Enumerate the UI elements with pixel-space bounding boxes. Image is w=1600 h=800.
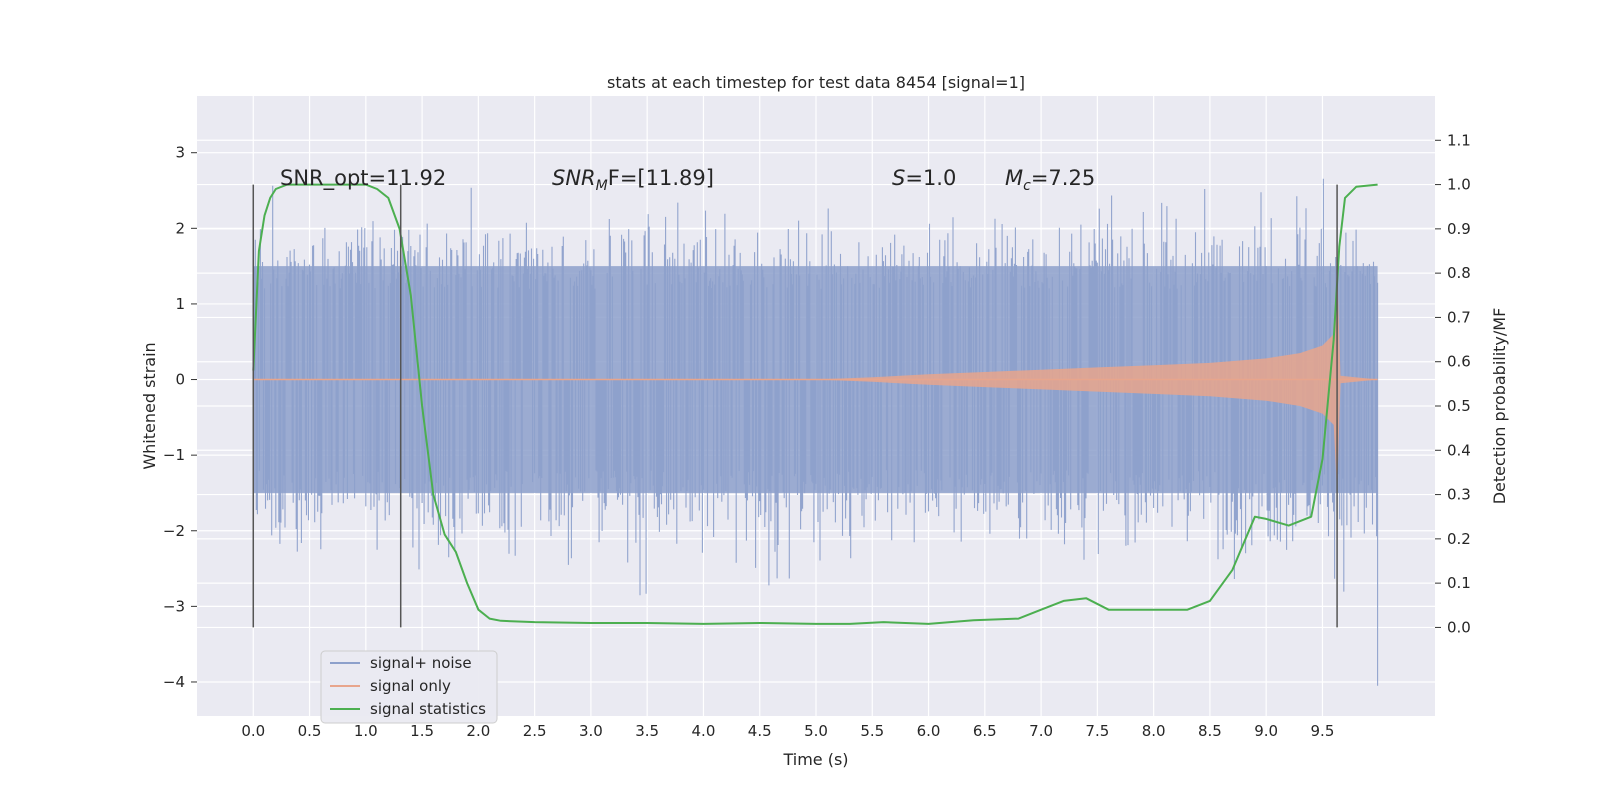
annotation-mc: Mc=7.25 <box>1005 166 1095 194</box>
annotation-s: S=1.0 <box>892 166 956 190</box>
y-left-tick-label: −4 <box>163 673 185 691</box>
x-tick-label: 6.0 <box>917 722 941 740</box>
legend-label-signal-only: signal only <box>370 677 451 695</box>
s-rest: =1.0 <box>905 166 956 190</box>
x-axis-label: Time (s) <box>782 750 848 769</box>
y-right-tick-label: 0.4 <box>1447 441 1471 459</box>
y-right-tick-label: 1.1 <box>1447 131 1471 149</box>
x-tick-label: 8.5 <box>1198 722 1222 740</box>
statistics-line <box>252 183 1378 625</box>
y-right-tick-label: 0.7 <box>1447 308 1471 326</box>
legend-label-signal-plus-noise: signal+ noise <box>370 654 472 672</box>
x-axis-ticks: 0.0 0.5 1.0 1.5 2.0 2.5 3.0 3.5 4.0 4.5 5.0 5.5 6.0 6… <box>241 722 1334 740</box>
x-tick-label: 0.0 <box>241 722 265 740</box>
snr-mf-rest: F=[11.89] <box>608 166 714 190</box>
x-tick-label: 2.5 <box>523 722 547 740</box>
y-left-tick-label: 3 <box>175 144 185 162</box>
mc-rest: =7.25 <box>1031 166 1095 190</box>
legend: signal+ noise signal only signal statist… <box>320 650 498 724</box>
y-left-tick-label: 2 <box>175 219 185 237</box>
y-right-tick-label: 0.3 <box>1447 486 1471 504</box>
x-tick-label: 5.5 <box>860 722 884 740</box>
mc-sub: c <box>1023 178 1031 194</box>
snr-mf-main: SNR <box>552 166 596 190</box>
y-axis-left-label: Whitened strain <box>140 342 159 469</box>
y-left-tick-label: −1 <box>163 446 185 464</box>
y-axis-left-ticks: 3 2 1 0 −1 −2 −3 −4 <box>163 144 197 691</box>
y-axis-right-ticks: 1.1 1.0 0.9 0.8 0.7 0.6 0.5 0.4 0.3 0.2 0.1 0.0 <box>1435 131 1471 636</box>
x-tick-label: 1.5 <box>410 722 434 740</box>
y-left-tick-label: −3 <box>163 597 185 615</box>
mc-main: M <box>1005 166 1023 190</box>
vertical-markers <box>252 184 1338 628</box>
chart-title: stats at each timestep for test data 845… <box>607 73 1025 92</box>
s-main: S <box>892 166 905 190</box>
annotation-snr-mf: SNRMF=[11.89] <box>552 166 714 194</box>
legend-box <box>320 650 498 724</box>
y-right-tick-label: 0.2 <box>1447 530 1471 548</box>
x-tick-label: 9.5 <box>1311 722 1335 740</box>
series-signal-statistics <box>252 183 1378 625</box>
snr-mf-sub: M <box>596 178 608 194</box>
x-tick-label: 9.0 <box>1254 722 1278 740</box>
x-tick-label: 1.0 <box>354 722 378 740</box>
y-left-tick-label: −2 <box>163 522 185 540</box>
legend-label-signal-statistics: signal statistics <box>370 700 486 718</box>
y-right-tick-label: 0.9 <box>1447 220 1471 238</box>
y-right-tick-label: 0.5 <box>1447 397 1471 415</box>
x-tick-label: 2.0 <box>466 722 490 740</box>
x-tick-label: 4.5 <box>748 722 772 740</box>
y-left-tick-label: 1 <box>175 295 185 313</box>
x-tick-label: 6.5 <box>973 722 997 740</box>
x-tick-label: 0.5 <box>298 722 322 740</box>
y-right-tick-label: 1.0 <box>1447 176 1471 194</box>
y-right-tick-label: 0.1 <box>1447 574 1471 592</box>
x-tick-label: 4.0 <box>692 722 716 740</box>
x-tick-label: 7.0 <box>1029 722 1053 740</box>
y-right-tick-label: 0.0 <box>1447 618 1471 636</box>
x-tick-label: 3.5 <box>635 722 659 740</box>
y-right-tick-label: 0.6 <box>1447 353 1471 371</box>
y-right-tick-label: 0.8 <box>1447 264 1471 282</box>
x-tick-label: 7.5 <box>1085 722 1109 740</box>
y-left-tick-label: 0 <box>175 371 185 389</box>
y-axis-right-label: Detection probability/MF <box>1490 308 1509 505</box>
annotation-snr-opt: SNR_opt=11.92 <box>280 166 446 191</box>
x-tick-label: 3.0 <box>579 722 603 740</box>
x-tick-label: 8.0 <box>1142 722 1166 740</box>
series-signal-only <box>253 266 1378 493</box>
x-tick-label: 5.0 <box>804 722 828 740</box>
